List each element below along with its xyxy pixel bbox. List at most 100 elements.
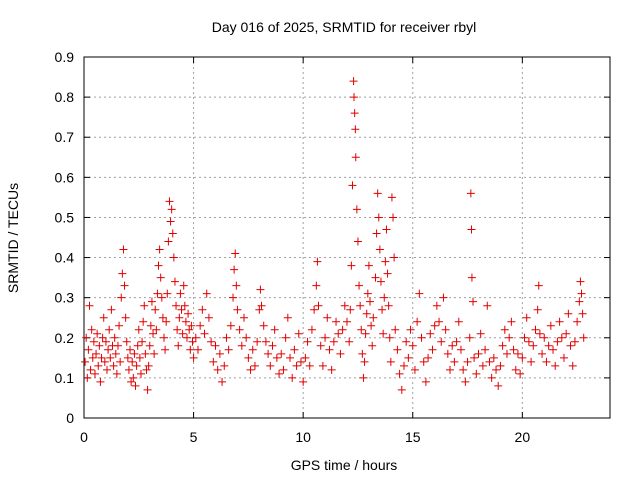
data-point: [124, 365, 133, 374]
data-point: [368, 341, 377, 350]
data-point: [84, 345, 93, 354]
data-point: [279, 365, 288, 374]
data-point: [435, 317, 444, 326]
data-point: [173, 325, 182, 334]
data-point: [257, 301, 266, 310]
data-point: [313, 257, 322, 266]
data-point: [232, 281, 241, 290]
data-point: [162, 317, 171, 326]
data-point: [186, 345, 195, 354]
data-point: [349, 77, 358, 86]
data-point: [292, 361, 301, 370]
data-point: [329, 337, 338, 346]
data-point: [290, 345, 299, 354]
data-point: [218, 377, 227, 386]
data-point: [200, 329, 209, 338]
data-point: [261, 337, 270, 346]
data-point: [338, 325, 347, 334]
data-point: [144, 361, 153, 370]
data-point: [266, 361, 275, 370]
data-point: [189, 353, 198, 362]
data-point: [555, 317, 564, 326]
data-point: [250, 361, 259, 370]
data-point: [443, 349, 452, 358]
data-point: [239, 313, 248, 322]
data-point: [152, 325, 161, 334]
data-point: [97, 353, 106, 362]
data-point: [529, 341, 538, 350]
data-point: [576, 277, 585, 286]
data-point: [367, 321, 376, 330]
y-tick-label: 0.2: [55, 330, 75, 346]
data-point: [86, 365, 95, 374]
data-point: [505, 333, 514, 342]
data-point: [441, 325, 450, 334]
data-point: [153, 289, 162, 298]
data-point: [305, 361, 314, 370]
data-point: [511, 365, 520, 374]
data-point: [439, 293, 448, 302]
data-point: [215, 349, 224, 358]
data-point: [174, 341, 183, 350]
data-point: [485, 357, 494, 366]
data-point: [355, 281, 364, 290]
data-point: [146, 321, 155, 330]
data-point: [527, 357, 536, 366]
data-point: [98, 333, 107, 342]
data-point: [359, 373, 368, 382]
data-point: [156, 273, 165, 282]
data-point: [336, 349, 345, 358]
data-point: [272, 353, 281, 362]
data-point: [579, 333, 588, 342]
data-point: [220, 361, 229, 370]
data-point: [294, 329, 303, 338]
data-point: [406, 325, 415, 334]
data-point: [242, 333, 251, 342]
data-point: [303, 337, 312, 346]
data-point: [255, 305, 264, 314]
data-point: [381, 257, 390, 266]
data-point: [90, 369, 99, 378]
data-point: [253, 337, 262, 346]
data-point: [204, 313, 213, 322]
data-point: [256, 285, 265, 294]
data-point: [321, 333, 330, 342]
data-point: [343, 317, 351, 326]
data-point: [83, 373, 92, 382]
data-point: [281, 333, 290, 342]
data-point: [99, 313, 108, 322]
data-point: [531, 325, 540, 334]
data-point: [172, 301, 181, 310]
data-point: [387, 193, 396, 202]
data-point: [348, 181, 357, 190]
data-point: [259, 321, 268, 330]
data-point: [248, 345, 257, 354]
data-point: [170, 277, 179, 286]
data-point: [557, 333, 566, 342]
data-point: [334, 329, 343, 338]
data-point: [454, 317, 463, 326]
data-point: [373, 189, 382, 198]
x-tick-label: 10: [295, 429, 311, 445]
data-point: [167, 205, 176, 214]
data-point: [364, 261, 373, 270]
data-point: [362, 309, 371, 318]
data-point: [318, 361, 327, 370]
data-point: [96, 377, 105, 386]
data-point: [469, 297, 478, 306]
data-point: [361, 329, 370, 338]
data-point: [87, 325, 96, 334]
data-point: [314, 301, 323, 310]
data-point: [316, 341, 325, 350]
y-tick-label: 0.3: [55, 290, 75, 306]
data-point: [246, 365, 255, 374]
data-point: [332, 317, 341, 326]
data-point: [448, 341, 457, 350]
data-point: [374, 213, 383, 222]
data-point: [520, 333, 529, 342]
data-point: [566, 341, 575, 350]
data-point: [456, 345, 465, 354]
data-point: [141, 349, 150, 358]
data-point: [350, 93, 359, 102]
data-point: [393, 345, 402, 354]
